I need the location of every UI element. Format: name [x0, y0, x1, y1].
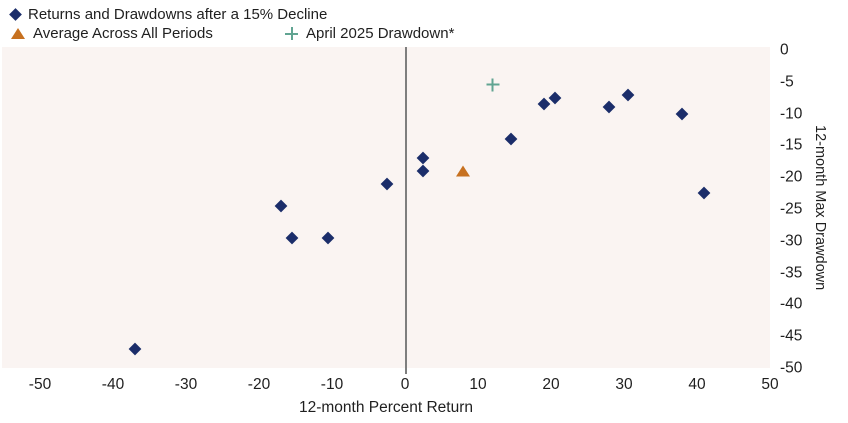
y-tick-label: -50	[780, 359, 803, 377]
plus-marker-icon	[285, 27, 298, 40]
triangle-marker-icon	[11, 28, 25, 39]
legend-label: Average Across All Periods	[33, 25, 213, 42]
legend-item-returns: Returns and Drawdowns after a 15% Declin…	[9, 5, 328, 24]
x-tick-label: 50	[761, 376, 779, 393]
zero-axis-line	[405, 47, 407, 374]
legend-label: April 2025 Drawdown*	[306, 25, 455, 42]
plot-area	[2, 47, 770, 368]
legend-label: Returns and Drawdowns after a 15% Declin…	[28, 6, 328, 23]
y-tick-label: -40	[780, 295, 803, 313]
x-tick-label: 40	[688, 376, 706, 393]
y-tick-label: -35	[780, 264, 803, 282]
x-tick-label: -40	[101, 376, 125, 393]
y-tick-label: -15	[780, 136, 803, 154]
y-tick-label: 0	[780, 41, 789, 59]
x-tick-label: 30	[615, 376, 633, 393]
legend-item-average: Average Across All Periods	[11, 24, 213, 43]
x-tick-label: 10	[469, 376, 487, 393]
diamond-marker-icon	[9, 8, 22, 21]
x-tick-label: -20	[247, 376, 271, 393]
y-tick-label: -5	[780, 73, 794, 91]
x-tick-label: -10	[320, 376, 344, 393]
triangle-marker-icon	[456, 165, 471, 177]
y-tick-label: -20	[780, 168, 803, 186]
x-tick-label: -30	[174, 376, 198, 393]
legend-item-april-2025: April 2025 Drawdown*	[285, 24, 454, 43]
y-axis-title: 12-month Max Drawdown	[812, 124, 828, 291]
x-tick-label: 0	[400, 376, 410, 393]
y-tick-label: -45	[780, 327, 803, 345]
y-tick-label: -25	[780, 200, 803, 218]
x-tick-label: -50	[28, 376, 52, 393]
y-tick-label: -10	[780, 105, 803, 123]
x-tick-label: 20	[542, 376, 560, 393]
plus-marker-icon	[486, 78, 500, 92]
x-axis-title: 12-month Percent Return	[298, 399, 474, 416]
y-tick-label: -30	[780, 232, 803, 250]
